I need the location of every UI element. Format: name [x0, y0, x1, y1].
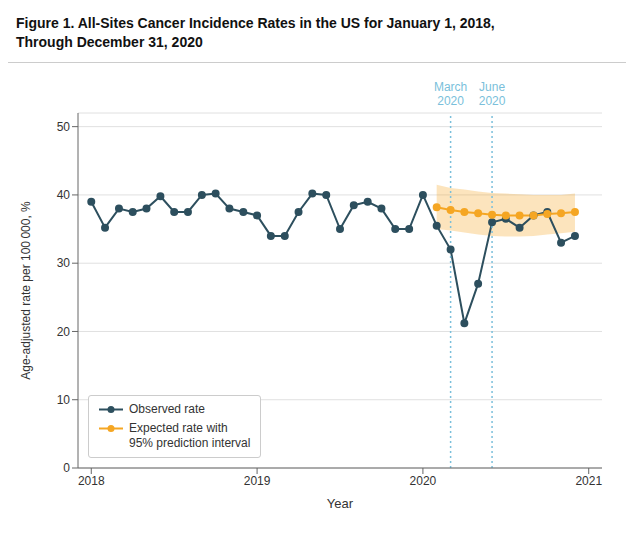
html-text:Observed rate: Observed rate [129, 402, 205, 416]
html-text:Expected rate with: Expected rate with [129, 421, 228, 435]
svg-text:Year: Year [327, 496, 354, 511]
svg-text:2018: 2018 [78, 474, 105, 488]
svg-text:10: 10 [57, 393, 71, 407]
svg-text:Age-adjusted rate per 100 000,: Age-adjusted rate per 100 000, % [19, 201, 33, 380]
svg-text:40: 40 [57, 188, 71, 202]
svg-text:20: 20 [57, 325, 71, 339]
svg-text:50: 50 [57, 120, 71, 134]
svg-text:March2020: March2020 [434, 80, 467, 108]
svg-text:0: 0 [63, 461, 70, 475]
html-text:Through December 31, 2020: Through December 31, 2020 [16, 34, 203, 50]
svg-text:30: 30 [57, 256, 71, 270]
svg-text:2021: 2021 [575, 474, 602, 488]
svg-text:June2020: June2020 [479, 80, 506, 108]
svg-text:2019: 2019 [244, 474, 271, 488]
html-text:Figure 1. All-Sites Cancer Inc: Figure 1. All-Sites Cancer Incidence Rat… [16, 15, 495, 31]
svg-text:2020: 2020 [410, 474, 437, 488]
html-text:95% prediction interval: 95% prediction interval [129, 436, 251, 450]
